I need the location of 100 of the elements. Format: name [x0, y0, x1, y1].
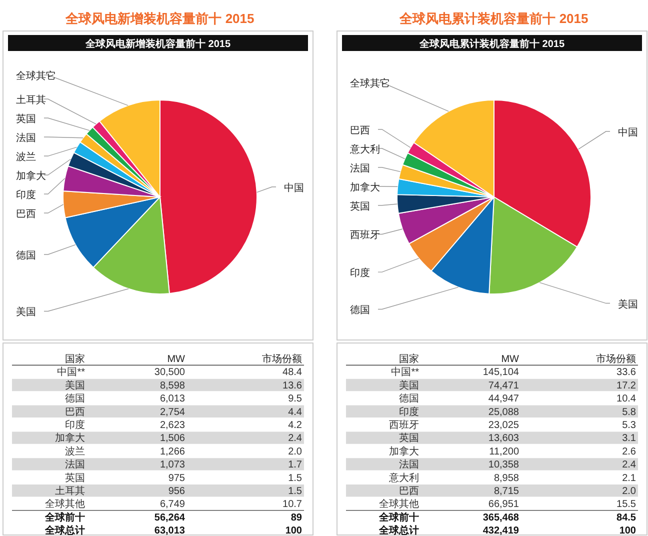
text: 1,073 [160, 460, 186, 471]
chart-subtitle: 全球风电累计装机容量前十 2015 [418, 38, 565, 50]
slice-label: 意大利 [349, 143, 380, 156]
text: 48.4 [282, 367, 302, 378]
text: 巴西 [65, 406, 85, 418]
text: 全球总计 [378, 524, 419, 536]
text: 11,200 [489, 446, 520, 458]
text: 975 [168, 472, 186, 484]
text: 1.5 [288, 472, 302, 484]
text: 德国 [65, 394, 85, 405]
text: 5.3 [622, 420, 636, 431]
text: 全球总计 [44, 524, 85, 536]
text: MW [167, 354, 186, 365]
slice-label: 中国 [284, 182, 304, 194]
slice-label: 巴西 [16, 209, 36, 220]
slice-label: 英国 [16, 113, 36, 126]
text: 25,088 [488, 406, 520, 418]
slice-label: 印度 [350, 267, 370, 280]
text: 15.5 [616, 499, 636, 510]
text: 2,623 [160, 420, 186, 431]
slice-label: 法国 [16, 132, 36, 144]
text: 巴西 [399, 486, 419, 497]
text: 432,419 [482, 526, 520, 536]
slice-label: 中国 [618, 126, 638, 138]
slice-label: 全球其它 [16, 70, 56, 82]
slice-label: 美国 [16, 306, 36, 318]
text: 1.7 [288, 460, 302, 471]
text: MW [501, 354, 520, 365]
text: 1,506 [160, 433, 186, 444]
text: 全球其他 [379, 498, 419, 510]
text: 8,598 [160, 380, 186, 392]
text: 市场份额 [596, 353, 636, 365]
slice-label: 英国 [350, 200, 370, 212]
text: 2.1 [622, 472, 636, 484]
text: 波兰 [65, 445, 85, 458]
text: 2.6 [622, 446, 636, 458]
text: 63,013 [154, 526, 186, 536]
text: 956 [168, 486, 186, 497]
text: 加拿大 [55, 432, 85, 444]
text: 100 [285, 526, 302, 536]
text: 6,749 [160, 499, 186, 510]
text: 2.0 [288, 446, 302, 458]
text: 1,266 [160, 446, 186, 458]
text: 2.0 [622, 486, 636, 497]
text: 100 [619, 526, 636, 536]
text: 9.5 [288, 394, 302, 405]
text: 中国** [57, 366, 86, 378]
text: 印度 [399, 406, 419, 418]
text: 中国** [391, 366, 420, 378]
text: 6,013 [160, 394, 186, 405]
text: 市场份额 [262, 353, 302, 365]
text: 84.5 [616, 512, 636, 524]
text: 13,603 [488, 433, 520, 444]
slice-label: 西班牙 [350, 229, 380, 242]
slice-label: 德国 [350, 305, 370, 316]
slice-label: 印度 [16, 189, 36, 202]
text: 国家 [65, 353, 85, 365]
text: 国家 [399, 353, 419, 365]
text: 10.4 [616, 394, 636, 405]
text: 30,500 [154, 367, 186, 378]
text: 意大利 [388, 472, 419, 484]
text: 44,947 [488, 394, 520, 405]
text: 英国 [399, 432, 419, 444]
text: 全球前十 [44, 511, 85, 524]
text: 145,104 [482, 367, 520, 378]
text: 英国 [65, 472, 85, 484]
text: 1.5 [288, 486, 302, 497]
text: 美国 [399, 379, 419, 392]
slice-label: 法国 [350, 162, 370, 174]
text: 13.6 [282, 380, 302, 392]
chart-subtitle: 全球风电新增装机容量前十 2015 [84, 38, 231, 50]
chart-title: 全球风电累计装机容量前十 2015 [398, 11, 588, 26]
text: 全球前十 [378, 511, 419, 524]
text: 2.4 [288, 433, 302, 444]
text: 印度 [65, 419, 85, 431]
text: 土耳其 [55, 485, 85, 497]
text: 5.8 [622, 406, 636, 418]
slice-label: 加拿大 [16, 170, 46, 182]
chart-title: 全球风电新增装机容量前十 2015 [64, 11, 254, 26]
slice-label: 加拿大 [350, 181, 380, 194]
text: 10,358 [488, 460, 520, 471]
text: 74,471 [488, 380, 520, 392]
text: 10.7 [282, 499, 302, 510]
slice-label: 美国 [618, 298, 638, 310]
text: 全球其他 [45, 498, 85, 510]
slice-label: 巴西 [350, 125, 370, 136]
text: 66,951 [488, 499, 520, 510]
slice-label: 全球其它 [350, 78, 390, 90]
slice-label: 德国 [16, 250, 36, 262]
text: 西班牙 [389, 419, 419, 431]
slice-label: 波兰 [16, 151, 36, 164]
text: 8,715 [494, 486, 520, 497]
text: 365,468 [482, 512, 520, 524]
text: 8,958 [494, 472, 520, 484]
text: 加拿大 [389, 445, 419, 458]
text: 2,754 [160, 406, 186, 418]
text: 23,025 [488, 420, 520, 431]
text: 33.6 [616, 367, 636, 378]
slice-label: 土耳其 [16, 94, 46, 106]
text: 德国 [399, 394, 419, 405]
